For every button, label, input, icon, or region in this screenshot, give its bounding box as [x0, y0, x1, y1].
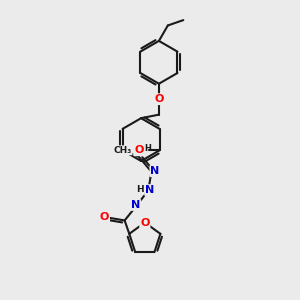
Text: O: O: [100, 212, 109, 223]
Text: O: O: [154, 94, 164, 104]
Text: N: N: [131, 200, 140, 210]
Text: CH₃: CH₃: [114, 146, 132, 155]
Text: H: H: [136, 185, 144, 194]
Text: N: N: [150, 166, 160, 176]
Text: H: H: [144, 144, 151, 153]
Text: N: N: [145, 185, 154, 195]
Text: O: O: [134, 145, 143, 155]
Text: O: O: [140, 218, 149, 227]
